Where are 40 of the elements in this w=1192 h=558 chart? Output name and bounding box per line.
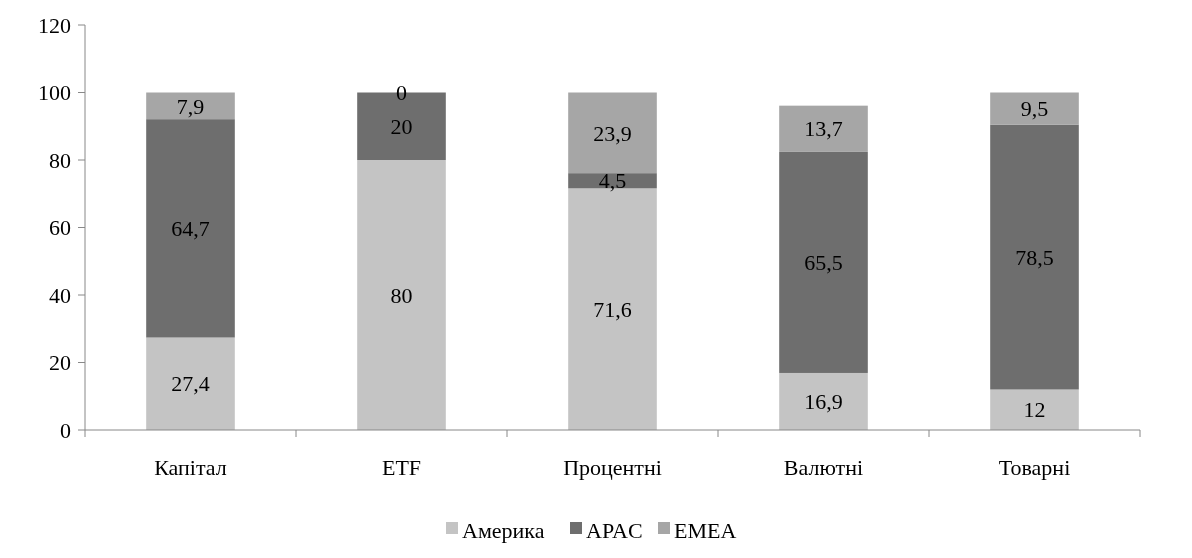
bar xyxy=(779,151,868,373)
bar xyxy=(146,337,235,430)
data-label: 12 xyxy=(1023,397,1046,423)
y-tick-label: 40 xyxy=(49,282,71,308)
data-label: 80 xyxy=(390,282,413,308)
legend-label: APAC xyxy=(586,517,643,543)
y-tick-label: 60 xyxy=(49,215,71,241)
data-label: 78,5 xyxy=(1015,244,1054,270)
legend-label: EMEA xyxy=(674,517,737,543)
bar xyxy=(779,372,868,430)
x-tick-label: Капітал xyxy=(154,455,227,480)
data-label: 65,5 xyxy=(804,250,843,276)
legend-label: Америка xyxy=(462,517,545,543)
data-label: 7,9 xyxy=(176,93,205,119)
data-label: 16,9 xyxy=(804,389,843,415)
x-tick-label: Процентні xyxy=(563,455,662,480)
bar xyxy=(357,160,446,430)
data-label: 27,4 xyxy=(171,371,210,397)
bar xyxy=(146,119,235,338)
bar xyxy=(990,124,1079,390)
bar xyxy=(779,105,868,152)
x-tick-label: ETF xyxy=(381,455,422,480)
y-tick-label: 80 xyxy=(49,147,71,173)
data-label: 20 xyxy=(390,113,413,139)
data-label: 64,7 xyxy=(171,216,210,242)
data-label: 13,7 xyxy=(804,116,843,142)
y-tick-label: 100 xyxy=(38,80,71,106)
x-tick-label: Валютні xyxy=(783,455,864,480)
bar xyxy=(146,92,235,120)
data-label: 71,6 xyxy=(593,296,632,322)
data-label: 9,5 xyxy=(1020,96,1049,122)
y-tick-label: 0 xyxy=(60,417,71,443)
bar xyxy=(990,389,1079,430)
data-label: 23,9 xyxy=(593,120,632,146)
data-label: 4,5 xyxy=(598,168,627,194)
x-tick-label: Товарні xyxy=(998,455,1071,480)
y-tick-label: 120 xyxy=(38,12,71,38)
bar xyxy=(568,92,657,174)
bar xyxy=(990,92,1079,125)
y-tick-label: 20 xyxy=(49,350,71,376)
